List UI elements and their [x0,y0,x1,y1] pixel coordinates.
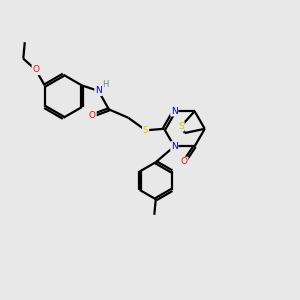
Text: H: H [102,80,108,89]
Text: O: O [89,111,96,120]
Text: N: N [171,142,178,151]
Text: S: S [143,126,148,135]
Text: N: N [171,107,178,116]
Text: O: O [32,65,39,74]
Text: N: N [95,86,102,95]
Text: O: O [181,158,188,166]
Text: S: S [178,122,184,131]
